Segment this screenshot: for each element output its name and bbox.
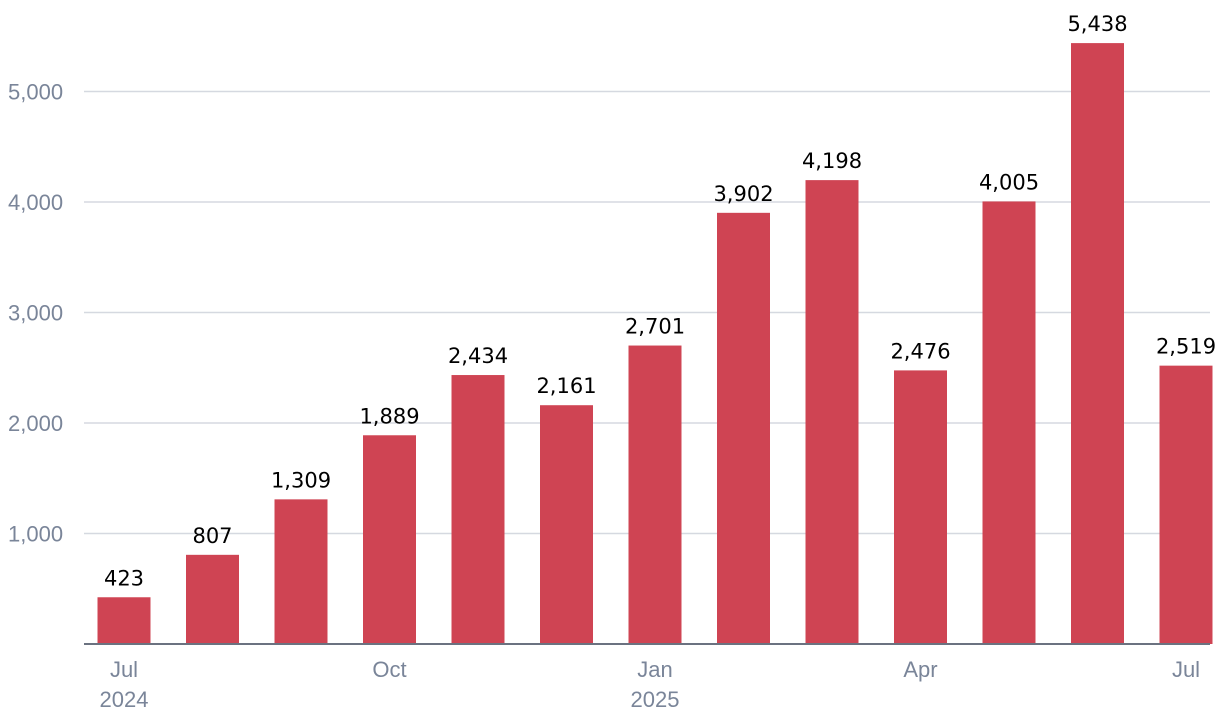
data-label: 2,701 [625,315,685,339]
bar [186,554,239,644]
y-tick-label: 4,000 [8,190,63,215]
data-label: 807 [192,524,232,548]
bar [274,499,328,644]
y-tick-label: 1,000 [8,522,63,547]
data-label: 4,198 [802,149,862,173]
x-tick-year-label: 2024 [100,687,149,712]
bar [805,180,859,644]
bar [363,435,416,644]
data-label: 2,476 [890,339,950,363]
data-label: 423 [104,566,144,590]
bar [1159,365,1213,644]
x-tick-label: Oct [372,657,406,682]
y-tick-label: 2,000 [8,411,63,436]
bar [451,375,505,644]
data-label: 1,309 [271,468,331,492]
bar [1071,43,1124,644]
data-label: 4,005 [979,170,1039,194]
x-tick-label: Jul [1172,657,1200,682]
data-label: 3,902 [713,182,773,206]
x-tick-label: Apr [903,657,937,682]
data-label: 2,434 [448,344,508,368]
y-tick-label: 3,000 [8,301,63,326]
y-tick-label: 5,000 [8,80,63,105]
bar [540,405,593,644]
data-label: 5,438 [1067,12,1127,36]
data-label: 1,889 [359,404,419,428]
x-tick-label: Jul [110,657,138,682]
x-tick-label: Jan [637,657,672,682]
bar [628,345,682,644]
data-label: 2,161 [536,374,596,398]
bar [717,212,770,645]
x-tick-year-label: 2025 [631,687,680,712]
bar [894,370,947,644]
bar [982,201,1036,644]
bar [97,597,151,644]
data-label: 2,519 [1156,335,1216,359]
